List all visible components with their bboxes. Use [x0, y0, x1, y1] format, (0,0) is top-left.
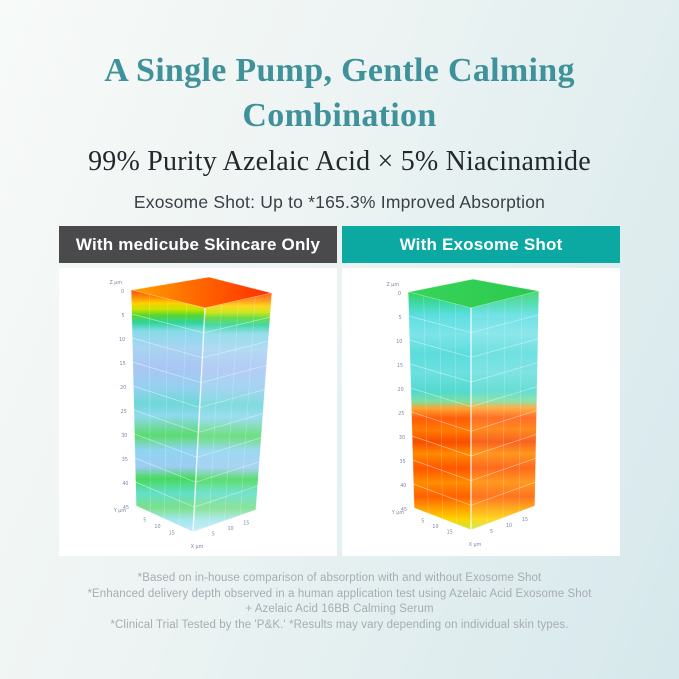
voxel-grid-vertical	[149, 294, 256, 527]
svg-text:10: 10	[396, 339, 402, 345]
svg-text:X µm: X µm	[469, 542, 482, 548]
svg-text:5: 5	[143, 518, 146, 524]
comparison-panels: With medicube Skincare Only Z µm 0 5 10 15 20…	[59, 226, 620, 556]
svg-text:20: 20	[398, 387, 404, 393]
svg-text:15: 15	[397, 363, 403, 369]
svg-text:35: 35	[122, 457, 128, 463]
panel-exosome-shot: With Exosome Shot Z µm 0 5 10 15 20 25 30 35 40 45…	[342, 226, 620, 556]
footnotes: *Based on in-house comparison of absorpt…	[87, 571, 591, 633]
svg-text:10: 10	[119, 337, 125, 343]
column-left-face	[131, 290, 205, 532]
svg-text:25: 25	[398, 411, 404, 417]
svg-text:0: 0	[121, 289, 124, 295]
panel-header-skincare-only: With medicube Skincare Only	[59, 226, 337, 263]
svg-text:Y µm: Y µm	[391, 510, 405, 516]
svg-text:15: 15	[120, 361, 126, 367]
footnote-line: *Based on in-house comparison of absorpt…	[137, 572, 542, 584]
svg-text:5: 5	[212, 532, 215, 538]
ingredient-subtitle: 99% Purity Azelaic Acid × 5% Niacinamide	[88, 146, 591, 177]
panel-card-skincare-only: Z µm 0 5 10 15 20 25 30 35 40 45 Y µm 5 10 15 5 10 15 X µm	[59, 268, 337, 556]
axis-labels: Z µm 0 5 10 15 20 25 30 35 40 45Y µm 5 10 15 5 10 15 X µm	[386, 282, 528, 548]
svg-text:X µm: X µm	[191, 544, 204, 550]
right-face-sheen	[471, 291, 539, 530]
svg-text:40: 40	[122, 481, 128, 487]
svg-text:15: 15	[243, 521, 249, 527]
page-title-line2: Combination	[242, 97, 437, 134]
axis-labels: Z µm 0 5 10 15 20 25 30 35 40 45Y µm 5 10 15 5 10 15 X µm	[109, 280, 249, 550]
svg-text:5: 5	[121, 313, 124, 319]
svg-text:15: 15	[447, 530, 453, 536]
voxel-grid-horizontal	[408, 314, 539, 506]
svg-text:45: 45	[123, 505, 129, 511]
column-left-face	[408, 292, 471, 530]
svg-text:0: 0	[398, 291, 401, 297]
page-title-line1: A Single Pump, Gentle Calming	[104, 52, 575, 89]
svg-text:10: 10	[154, 524, 160, 530]
svg-text:Z µm: Z µm	[109, 280, 122, 286]
svg-text:40: 40	[400, 483, 406, 489]
svg-text:15: 15	[522, 517, 528, 523]
svg-text:5: 5	[399, 315, 402, 321]
panel-skincare-only: With medicube Skincare Only Z µm 0 5 10 15 20…	[59, 226, 337, 556]
right-face-sheen	[193, 293, 272, 532]
column-edges	[130, 289, 273, 533]
svg-text:Y µm: Y µm	[113, 508, 127, 514]
svg-text:25: 25	[121, 409, 127, 415]
panel-card-exosome-shot: Z µm 0 5 10 15 20 25 30 35 40 45 Y µm 5 10 15 5 10 15 X µm	[342, 268, 620, 556]
svg-text:5: 5	[421, 519, 424, 525]
column-edges	[407, 290, 540, 531]
svg-text:5: 5	[490, 529, 493, 535]
column-right-face	[471, 291, 539, 530]
panel-header-exosome-shot: With Exosome Shot	[342, 226, 620, 263]
column-right-face	[193, 293, 272, 532]
svg-text:30: 30	[121, 433, 127, 439]
page-title: A Single Pump, Gentle Calming Combinatio…	[104, 48, 575, 138]
absorption-chart-exosome-shot: Z µm 0 5 10 15 20 25 30 35 40 45Y µm 5 10 15 5 10 15 X µm	[386, 278, 540, 548]
svg-text:45: 45	[401, 507, 407, 513]
svg-text:20: 20	[120, 385, 126, 391]
svg-text:15: 15	[169, 531, 175, 537]
absorption-chart-skincare-only: Z µm 0 5 10 15 20 25 30 35 40 45Y µm 5 10 15 5 10 15 X µm	[109, 276, 273, 550]
absorption-claim: Exosome Shot: Up to *165.3% Improved Abs…	[133, 192, 546, 212]
svg-text:10: 10	[228, 526, 234, 532]
svg-text:30: 30	[399, 435, 405, 441]
svg-text:Z µm: Z µm	[386, 282, 399, 288]
svg-text:10: 10	[506, 523, 512, 529]
footnote-line: + Azelaic Acid 16BB Calming Serum	[245, 603, 434, 616]
svg-text:10: 10	[432, 524, 438, 530]
voxel-grid-horizontal	[131, 313, 271, 508]
footnote-line: *Clinical Trial Tested by the 'P&K.' *Re…	[110, 618, 569, 631]
voxel-grid-vertical	[423, 295, 523, 525]
footnote-line: *Enhanced delivery depth observed in a h…	[87, 587, 592, 600]
svg-text:35: 35	[400, 459, 406, 465]
